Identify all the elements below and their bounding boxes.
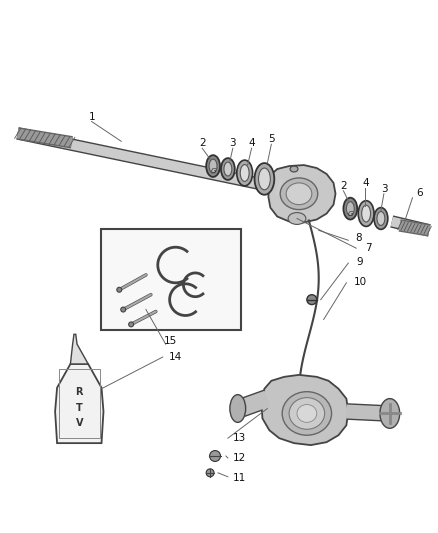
Ellipse shape [129,322,134,327]
Text: 5: 5 [268,134,275,144]
Text: 13: 13 [233,433,246,443]
Text: V: V [75,418,83,429]
Text: 15: 15 [164,336,177,346]
Ellipse shape [206,155,220,177]
Bar [59,369,99,438]
Ellipse shape [289,398,325,429]
Polygon shape [261,375,348,445]
Ellipse shape [307,295,317,304]
Ellipse shape [209,159,217,173]
Ellipse shape [117,287,122,292]
Text: 4: 4 [363,178,369,188]
Text: G: G [210,168,216,174]
Ellipse shape [346,201,354,215]
FancyBboxPatch shape [101,229,241,330]
Ellipse shape [358,201,374,227]
Text: 8: 8 [355,233,361,243]
Ellipse shape [343,198,357,220]
Text: 3: 3 [230,138,236,148]
Text: 1: 1 [88,111,95,122]
Polygon shape [268,165,336,222]
Text: 3: 3 [381,184,388,194]
Ellipse shape [237,160,253,186]
Text: 10: 10 [353,277,367,287]
Text: 4: 4 [248,138,255,148]
Ellipse shape [254,163,274,195]
Text: 12: 12 [233,453,246,463]
Polygon shape [55,364,103,443]
Ellipse shape [224,162,232,176]
Ellipse shape [280,178,318,209]
Polygon shape [71,334,88,364]
Ellipse shape [374,208,388,229]
Ellipse shape [230,394,246,422]
Ellipse shape [380,399,400,429]
Text: 14: 14 [169,352,182,362]
Text: 2: 2 [199,138,205,148]
Ellipse shape [297,405,317,422]
Ellipse shape [290,166,298,172]
Ellipse shape [362,205,371,222]
Text: T: T [76,402,83,413]
Ellipse shape [258,168,270,190]
Ellipse shape [121,307,126,312]
Ellipse shape [221,158,235,180]
Ellipse shape [288,213,306,224]
Text: 7: 7 [365,243,371,253]
Text: G: G [348,211,353,216]
Ellipse shape [210,450,220,462]
Ellipse shape [377,212,385,225]
Ellipse shape [206,469,214,477]
Ellipse shape [286,183,312,205]
Text: 11: 11 [233,473,246,483]
Text: R: R [75,386,83,397]
Ellipse shape [240,165,249,181]
Text: 6: 6 [416,188,423,198]
Text: 2: 2 [340,181,347,191]
Text: 9: 9 [357,257,364,267]
Ellipse shape [282,392,332,435]
